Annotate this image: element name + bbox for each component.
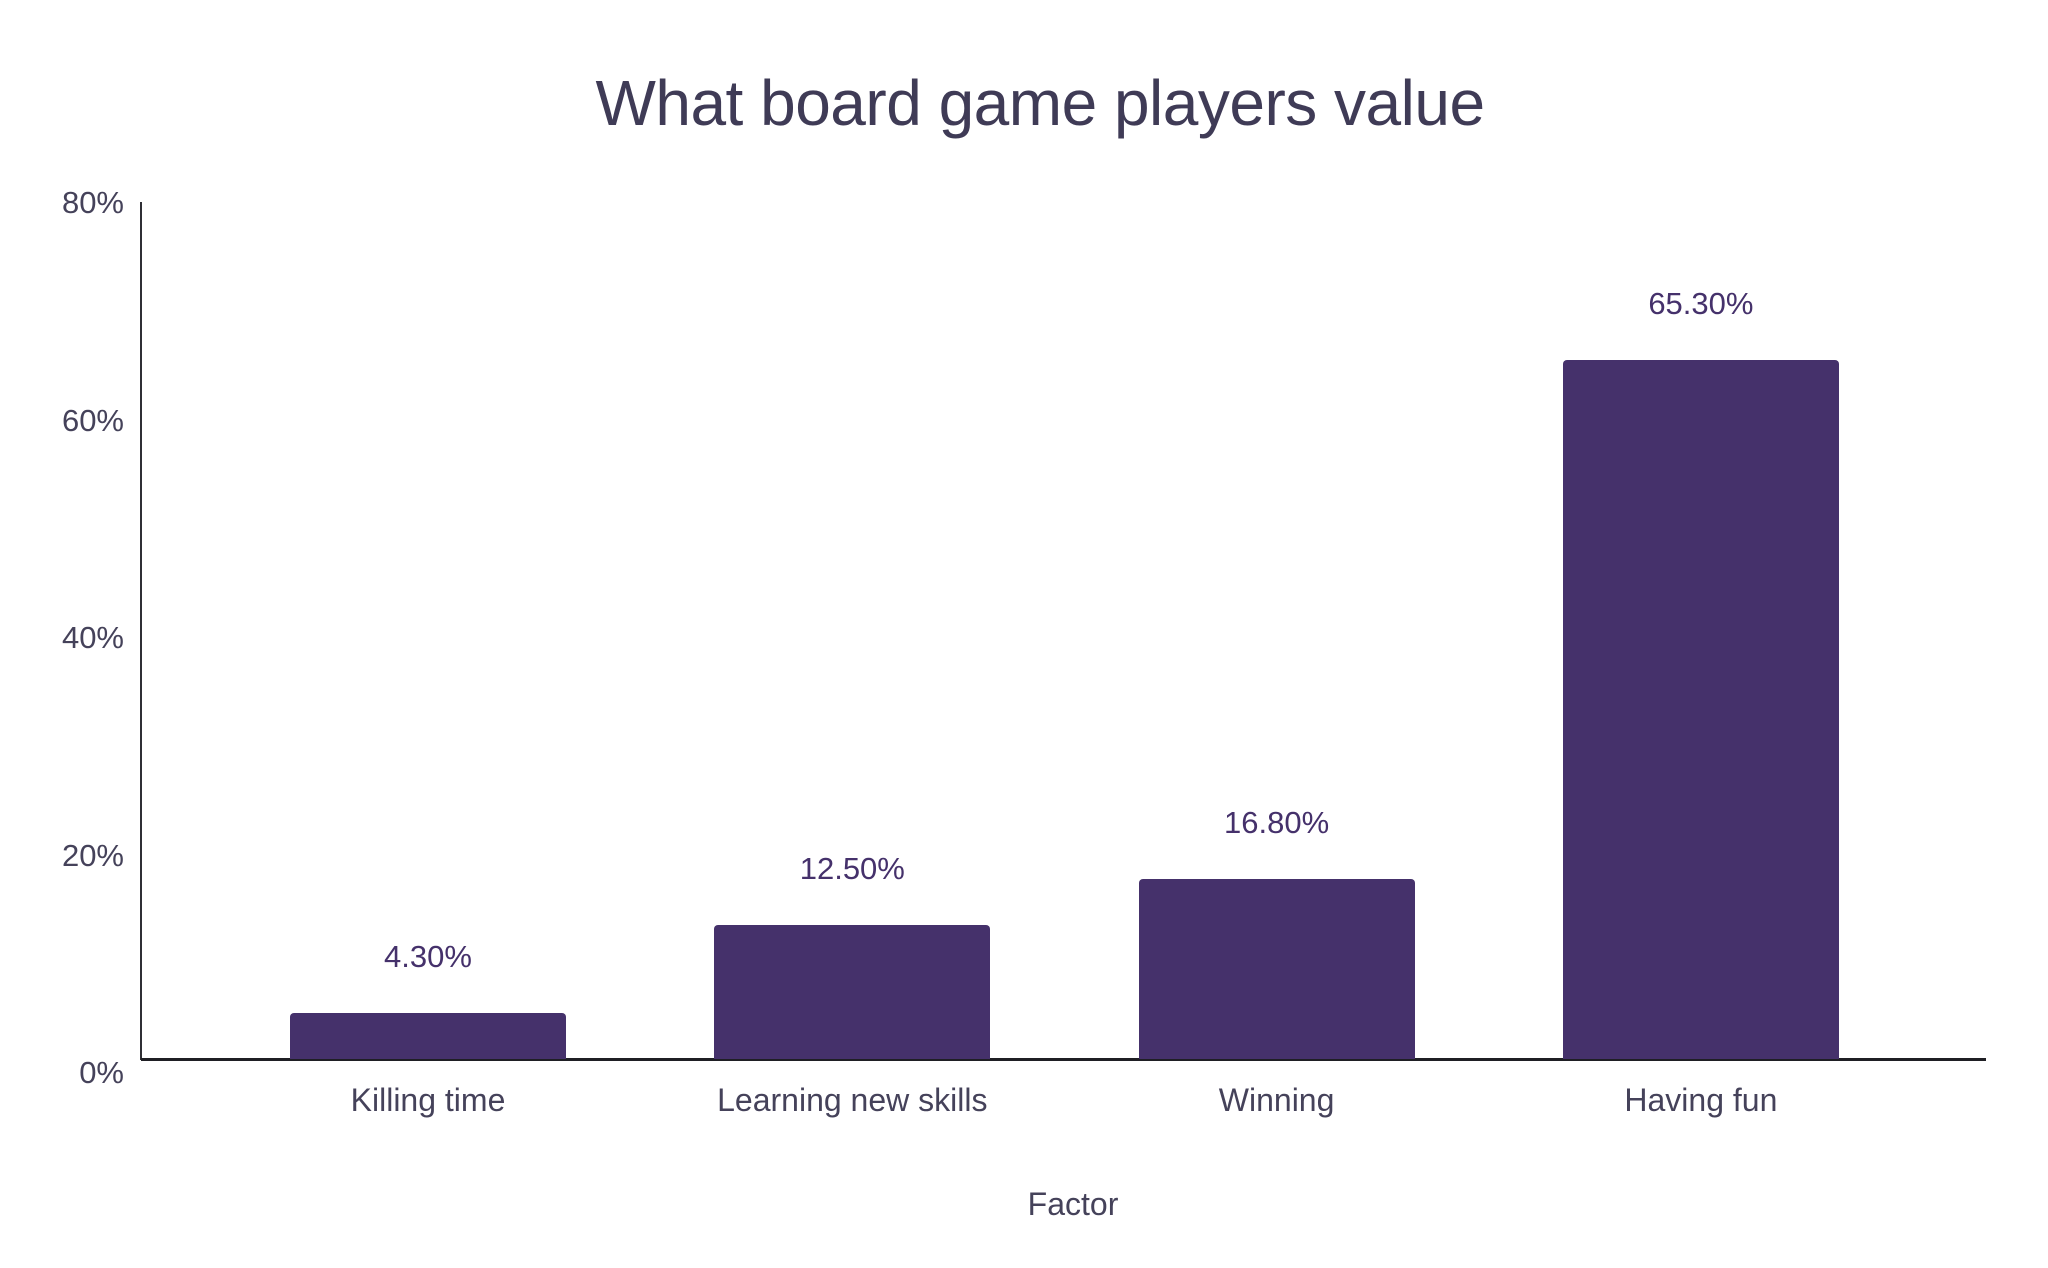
x-tick-label: Killing time [350, 1082, 506, 1118]
x-tick-label: Learning new skills [717, 1082, 988, 1118]
y-tick-label: 60% [61, 403, 124, 438]
x-axis-line [141, 1058, 1986, 1061]
y-tick-label: 40% [61, 620, 124, 655]
bar-value-label: 4.30% [384, 938, 472, 974]
y-tick-label: 20% [61, 838, 124, 873]
bar-value-label: 12.50% [799, 851, 905, 887]
bar [1138, 879, 1415, 1059]
bar [1562, 360, 1839, 1059]
x-axis-title: Factor [1027, 1186, 1119, 1222]
bar [290, 1012, 566, 1059]
bar-value-label: 65.30% [1648, 286, 1754, 322]
y-tick-label: 0% [79, 1055, 124, 1090]
x-tick-label: Winning [1218, 1082, 1335, 1118]
y-axis-line [140, 202, 142, 1060]
y-tick-label: 80% [61, 185, 124, 220]
x-tick-label: Having fun [1624, 1082, 1778, 1118]
chart-title: What board game players value [595, 67, 1485, 139]
bar-value-label: 16.80% [1224, 805, 1330, 841]
bar [714, 925, 991, 1059]
